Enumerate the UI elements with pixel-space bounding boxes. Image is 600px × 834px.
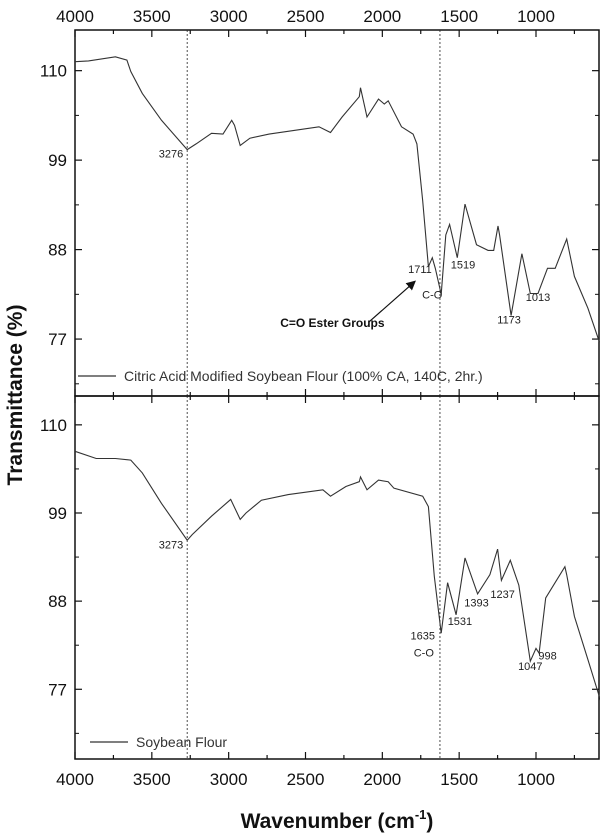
legend-label: Citric Acid Modified Soybean Flour (100%…	[124, 368, 483, 384]
y-tick-label: 99	[48, 151, 67, 170]
x-tick-label-top: 3500	[133, 7, 171, 26]
y-tick-label: 110	[40, 416, 67, 435]
x-tick-label-top: 4000	[56, 7, 94, 26]
x-tick-label-bottom: 4000	[56, 770, 94, 789]
peak-label: 1013	[526, 292, 550, 304]
x-tick-label-top: 2000	[363, 7, 401, 26]
peak-label: C-O	[414, 647, 435, 659]
callout-arrow	[368, 280, 416, 323]
y-axis-title: Transmittance (%)	[4, 305, 27, 486]
plot-area: 110 99 88 77 Citric Acid Modified Soybean Fl…	[40, 7, 600, 789]
x-tick-label-bottom: 2000	[363, 770, 401, 789]
x-tick-label-bottom: 3500	[133, 770, 171, 789]
x-tick-label-bottom: 1500	[440, 770, 478, 789]
spectrum-line	[74, 56, 600, 343]
y-tick-label: 99	[48, 504, 67, 523]
y-tick-label: 77	[48, 680, 67, 699]
peak-label: 3276	[159, 149, 183, 161]
y-tick-label: 88	[48, 241, 67, 260]
peak-label: 1531	[448, 616, 472, 628]
peak-label: 998	[538, 651, 556, 663]
legend-label: Soybean Flour	[136, 734, 227, 750]
callout-label: C=O Ester Groups	[280, 316, 385, 330]
peak-label: 1635	[411, 631, 435, 643]
peak-label: 1047	[518, 661, 542, 673]
x-tick-label-bottom: 1000	[517, 770, 555, 789]
x-axis-title: Wavenumber (cm-1)	[241, 807, 434, 833]
x-tick-label-top: 3000	[210, 7, 248, 26]
y-tick-label: 77	[48, 330, 67, 349]
x-tick-label-bottom: 3000	[210, 770, 248, 789]
y-tick-label: 88	[48, 592, 67, 611]
peak-label: 1519	[451, 259, 475, 271]
x-axis-title-sup: -1	[415, 807, 427, 822]
spectrum-line	[74, 450, 600, 701]
x-axis-title-main: Wavenumber (cm	[241, 810, 415, 833]
peak-label: 3273	[159, 539, 183, 551]
panel-frame	[74, 395, 600, 760]
x-axis-title-close: )	[426, 810, 433, 833]
peak-label: C-O	[422, 289, 443, 301]
x-tick-label-top: 1500	[440, 7, 478, 26]
peak-label: 1173	[497, 315, 521, 327]
peak-label: 1237	[490, 589, 514, 601]
x-tick-label-bottom: 2500	[287, 770, 325, 789]
x-tick-label-top: 1000	[517, 7, 555, 26]
peak-label: 1711	[408, 264, 432, 276]
peak-label: 1393	[464, 598, 488, 610]
x-tick-label-top: 2500	[287, 7, 325, 26]
y-tick-label: 110	[40, 62, 67, 81]
panel-frame	[74, 29, 600, 397]
